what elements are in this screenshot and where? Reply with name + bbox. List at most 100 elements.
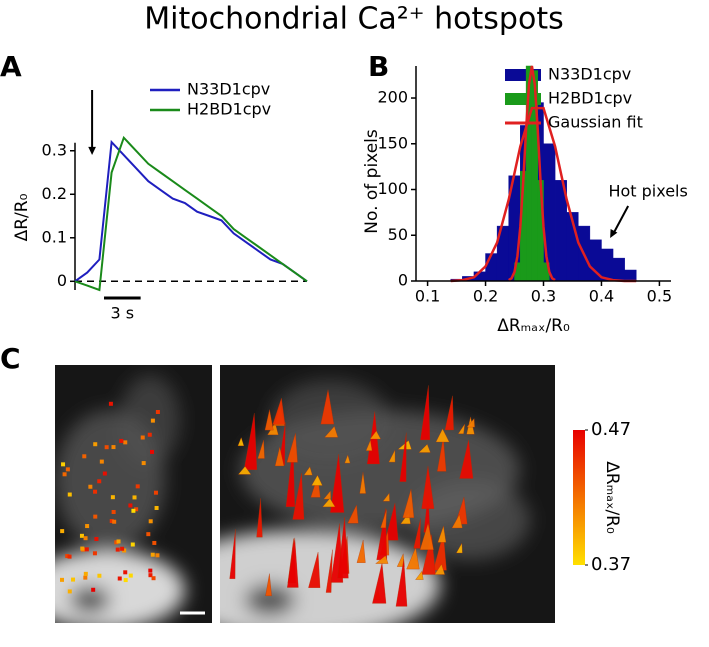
y-tick-label: 100 — [377, 179, 408, 198]
hotspot-spike — [272, 398, 286, 425]
hotspot — [99, 459, 104, 464]
hotspot — [112, 519, 117, 524]
trace — [74, 139, 308, 283]
histogram-bar — [543, 143, 556, 282]
hotspot-spike — [356, 539, 366, 563]
hotspot — [61, 462, 66, 467]
hotspot-spike — [337, 517, 349, 579]
hotspot — [85, 524, 90, 529]
trace — [74, 135, 308, 292]
hotspot-spike — [322, 498, 336, 508]
hotspot-spike — [323, 490, 331, 500]
hotspot — [91, 587, 96, 592]
hotspot — [83, 571, 88, 576]
hotspot — [93, 489, 98, 494]
hotspot-spike — [419, 523, 434, 550]
hotspot — [60, 577, 65, 582]
hotspot-spike — [437, 525, 447, 543]
legend-label: N33D1cpv — [187, 80, 270, 99]
hotspot-spike — [437, 437, 447, 472]
x-tick-label: 0.3 — [531, 287, 556, 306]
hotspot — [154, 505, 159, 510]
hotspot-spike — [237, 437, 245, 446]
hotspot — [97, 479, 102, 484]
hotspot — [65, 467, 70, 472]
hotspot-spike — [359, 472, 366, 494]
annotation-text: Hot pixels — [608, 182, 687, 201]
hotspot — [82, 454, 87, 459]
hotspot-spike — [413, 518, 421, 549]
hotspot — [128, 503, 133, 508]
hotspot — [93, 442, 98, 447]
hotspot — [123, 570, 128, 575]
panel-letter: C — [0, 342, 21, 375]
hotspot-spike — [382, 492, 390, 502]
hotspot — [152, 540, 157, 545]
hotspot — [97, 573, 102, 578]
hotspot — [128, 573, 133, 578]
hotspot-spike — [330, 454, 345, 513]
colorbar-label: ΔRₘₐₓ/R₀ — [602, 461, 622, 534]
hotspot — [147, 432, 152, 437]
hotspot-spike — [456, 542, 463, 554]
hotspot — [88, 484, 93, 489]
hotspot — [83, 536, 88, 541]
hotspot — [108, 401, 113, 406]
hotspot-spike — [287, 537, 299, 588]
legend-label: H2BD1cpv — [187, 100, 271, 119]
hotspot-spike — [402, 489, 415, 518]
hotspot — [115, 547, 120, 552]
hotspot-spike — [418, 444, 431, 453]
hotspot-spike — [420, 385, 431, 441]
hotspot — [116, 539, 121, 544]
arrow-head — [610, 229, 618, 238]
y-axis-label: No. of pixels — [362, 129, 382, 234]
y-tick-label: 0 — [57, 271, 67, 290]
hotspot — [110, 495, 115, 500]
y-tick-label: 0.2 — [42, 184, 67, 203]
colorbar-tick-label: 0.47 — [591, 419, 631, 440]
hotspot — [123, 440, 128, 445]
texture-left — [55, 375, 185, 623]
hotspot-spike — [243, 413, 258, 470]
hotspot — [150, 418, 155, 423]
y-tick-label: 0.1 — [42, 227, 67, 246]
hotspot — [155, 553, 160, 558]
hotspot-spike — [444, 395, 454, 431]
hotspot-spike — [286, 433, 298, 463]
y-tick-label: 50 — [388, 225, 408, 244]
hotspot — [60, 529, 65, 534]
hotspot — [132, 495, 137, 500]
hotspot-spike — [303, 466, 313, 476]
hotspot-spike — [388, 449, 396, 463]
hotspot-spike — [399, 432, 407, 482]
legend-label: Gaussian fit — [548, 113, 643, 132]
hotspot — [65, 554, 70, 559]
hotspot — [104, 445, 109, 450]
hotspot — [135, 484, 140, 489]
y-tick-label: 200 — [377, 88, 408, 107]
hotspot — [67, 554, 72, 559]
hotspot-spike — [459, 439, 474, 479]
hotspot — [114, 540, 119, 545]
annotation-arrow — [612, 205, 630, 235]
hotspot — [155, 410, 160, 415]
hotspot-spike — [325, 549, 333, 593]
hotspot-spike — [320, 389, 335, 425]
histogram-bar — [601, 248, 614, 282]
hotspot — [67, 492, 72, 497]
hotspot — [111, 445, 116, 450]
histogram-bar — [624, 269, 637, 282]
hotspot-spike — [324, 426, 339, 438]
histogram-bar — [612, 257, 625, 282]
hotspot-spike — [311, 474, 323, 486]
hotspot — [153, 490, 158, 495]
hotspot — [117, 576, 122, 581]
hotspot — [80, 546, 85, 551]
hotspots-right — [229, 385, 475, 607]
hotspot-spike — [434, 563, 445, 575]
hotspot — [83, 575, 88, 580]
hotspot-spike — [395, 559, 408, 607]
hotspot — [62, 472, 67, 477]
